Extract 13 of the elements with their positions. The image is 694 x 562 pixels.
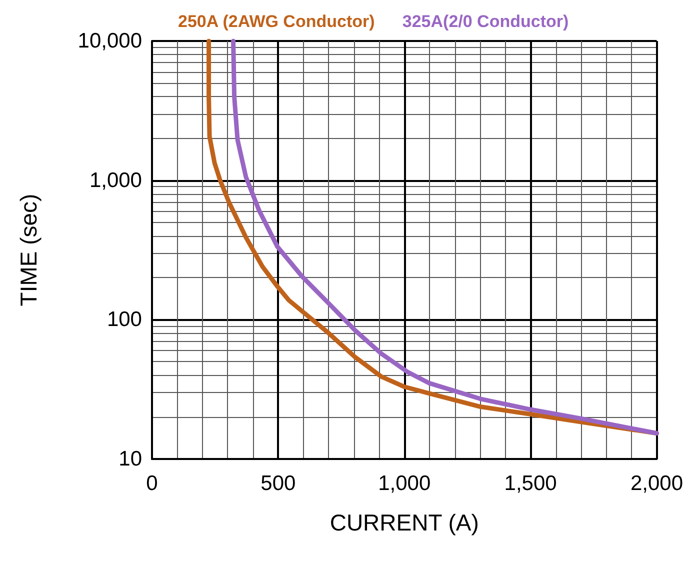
x-axis-title: CURRENT (A) [330, 510, 479, 536]
y-axis-title: TIME (sec) [16, 194, 42, 306]
x-tick-label: 2,000 [630, 472, 684, 495]
y-tick-label: 100 [106, 308, 142, 332]
x-tick-label: 1,500 [504, 472, 557, 495]
y-tick-label: 1,000 [89, 168, 142, 192]
series-label: 250A (2AWG Conductor) [178, 12, 375, 31]
y-tick-label: 10,000 [78, 30, 142, 52]
x-tick-label: 1,000 [378, 472, 431, 495]
x-tick-label: 500 [260, 472, 296, 495]
y-tick-label: 10 [118, 448, 142, 470]
text: 325A(2/0 Conductor) [402, 12, 569, 31]
x-tick-label: 0 [146, 472, 158, 495]
